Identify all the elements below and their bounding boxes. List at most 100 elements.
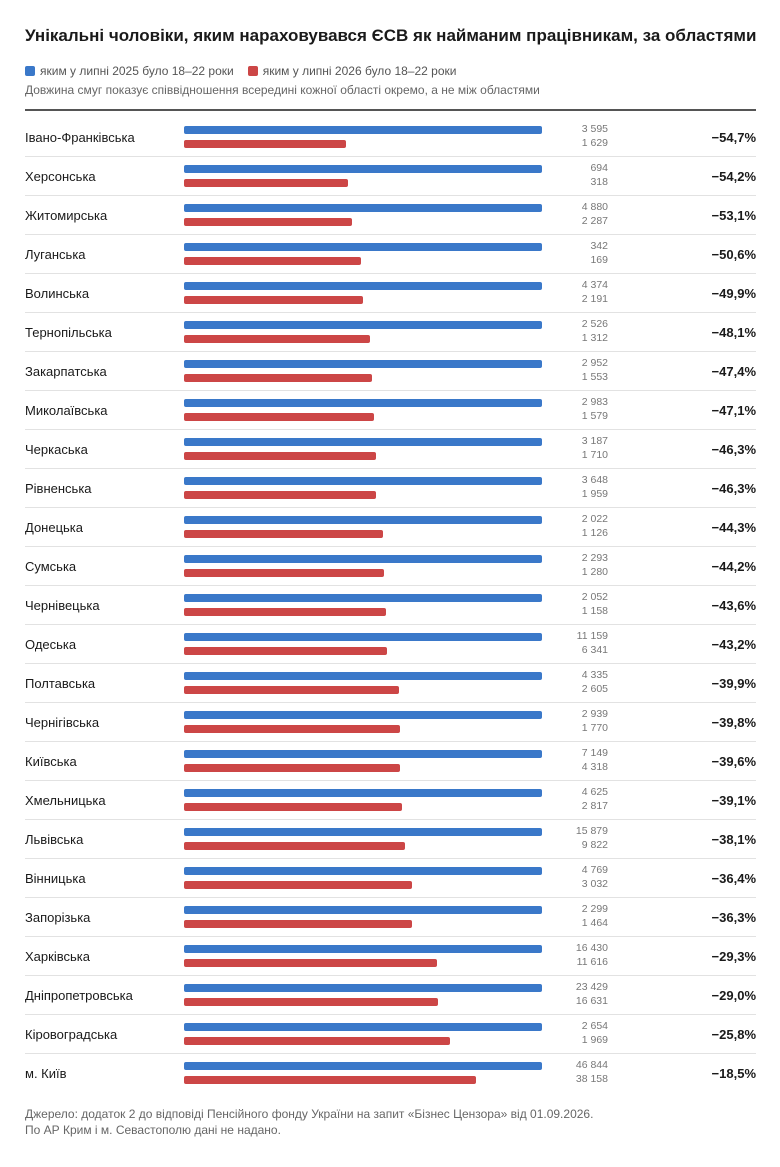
legend-item-2025: яким у липні 2025 було 18–22 роки [25, 64, 234, 78]
change-percent: −50,6% [711, 247, 756, 262]
table-row: Хмельницька 4 625 2 817 −39,1% [25, 781, 756, 820]
value-label-2025: 2 654 [581, 1020, 608, 1032]
change-percent: −29,3% [711, 949, 756, 964]
bar-2026 [184, 374, 373, 382]
table-row: Одеська 11 159 6 341 −43,2% [25, 625, 756, 664]
value-label-2025: 4 625 [581, 786, 608, 798]
region-label: Волинська [25, 286, 90, 301]
value-label-2025: 2 939 [581, 708, 608, 720]
region-label: Житомирська [25, 208, 108, 223]
change-percent: −29,0% [711, 988, 756, 1003]
table-row: Івано-Франківська 3 595 1 629 −54,7% [25, 118, 756, 157]
bar-2026 [184, 140, 347, 148]
value-label-2025: 2 952 [581, 357, 608, 369]
value-label-2026: 1 629 [581, 137, 608, 149]
change-percent: −36,4% [711, 871, 756, 886]
bar-2025 [184, 828, 542, 836]
region-label: Донецька [25, 520, 84, 535]
value-label-2026: 1 158 [581, 605, 608, 617]
bar-2025 [184, 555, 542, 563]
change-percent: −38,1% [711, 832, 756, 847]
value-label-2026: 1 312 [581, 332, 608, 344]
bar-2025 [184, 789, 542, 797]
value-label-2026: 2 287 [581, 215, 608, 227]
legend-swatch-2026 [247, 66, 258, 76]
value-label-2026: 11 616 [576, 956, 608, 968]
table-row: м. Київ 46 844 38 158 −18,5% [25, 1054, 756, 1093]
value-label-2025: 2 022 [581, 513, 608, 525]
table-row: Закарпатська 2 952 1 553 −47,4% [25, 352, 756, 391]
table-row: Донецька 2 022 1 126 −44,3% [25, 508, 756, 547]
value-label-2026: 2 605 [581, 683, 608, 695]
region-label: Вінницька [25, 871, 86, 886]
bar-2025 [184, 945, 542, 953]
bar-2025 [184, 594, 542, 602]
source-line-1: Джерело: додаток 2 до відповіді Пенсійно… [25, 1107, 594, 1121]
bar-2025 [184, 633, 542, 641]
table-row: Вінницька 4 769 3 032 −36,4% [25, 859, 756, 898]
value-label-2025: 2 052 [581, 591, 608, 603]
bar-2025 [184, 984, 542, 992]
bar-2025 [184, 360, 542, 368]
value-label-2026: 169 [590, 254, 608, 266]
value-label-2025: 3 187 [581, 435, 608, 447]
change-percent: −47,1% [711, 403, 756, 418]
table-row: Миколаївська 2 983 1 579 −47,1% [25, 391, 756, 430]
value-label-2025: 2 293 [581, 552, 608, 564]
bar-2025 [184, 750, 542, 758]
legend-item-2026: яким у липні 2026 було 18–22 роки [247, 64, 456, 78]
change-percent: −39,6% [711, 754, 756, 769]
change-percent: −46,3% [711, 481, 756, 496]
region-label: Чернігівська [25, 715, 100, 730]
bar-2025 [184, 165, 542, 173]
bar-2025 [184, 477, 542, 485]
bar-2026 [184, 179, 348, 187]
value-label-2026: 3 032 [581, 878, 608, 890]
value-label-2025: 2 983 [581, 396, 608, 408]
value-label-2026: 1 969 [581, 1034, 608, 1046]
change-percent: −44,3% [711, 520, 756, 535]
table-row: Черкаська 3 187 1 710 −46,3% [25, 430, 756, 469]
region-label: Кіровоградська [25, 1027, 118, 1042]
table-row: Сумська 2 293 1 280 −44,2% [25, 547, 756, 586]
bar-2025 [184, 126, 542, 134]
legend-label-2025: яким у липні 2025 було 18–22 роки [40, 64, 234, 78]
region-label: Івано-Франківська [25, 130, 135, 145]
bar-2025 [184, 204, 542, 212]
bar-2026 [184, 959, 438, 967]
table-row: Житомирська 4 880 2 287 −53,1% [25, 196, 756, 235]
table-row: Волинська 4 374 2 191 −49,9% [25, 274, 756, 313]
bar-2026 [184, 998, 439, 1006]
table-row: Луганська 342 169 −50,6% [25, 235, 756, 274]
bar-2025 [184, 321, 542, 329]
top-divider [25, 109, 756, 111]
value-label-2026: 4 318 [581, 761, 608, 773]
change-percent: −49,9% [711, 286, 756, 301]
chart-rows: Івано-Франківська 3 595 1 629 −54,7% Херсонс… [25, 118, 756, 1093]
value-label-2025: 342 [590, 240, 608, 252]
value-label-2026: 1 770 [581, 722, 608, 734]
table-row: Чернігівська 2 939 1 770 −39,8% [25, 703, 756, 742]
bar-2026 [184, 1037, 450, 1045]
value-label-2025: 15 879 [575, 825, 608, 837]
value-label-2026: 2 817 [581, 800, 608, 812]
value-label-2025: 7 149 [581, 747, 608, 759]
value-label-2025: 4 374 [581, 279, 608, 291]
change-percent: −48,1% [711, 325, 756, 340]
change-percent: −46,3% [711, 442, 756, 457]
bar-2026 [184, 608, 386, 616]
region-label: Одеська [25, 637, 77, 652]
change-percent: −39,1% [711, 793, 756, 808]
value-label-2025: 694 [590, 162, 608, 174]
region-label: Дніпропетровська [25, 988, 133, 1003]
table-row: Львівська 15 879 9 822 −38,1% [25, 820, 756, 859]
value-label-2026: 1 126 [581, 527, 608, 539]
change-percent: −47,4% [711, 364, 756, 379]
table-row: Рівненська 3 648 1 959 −46,3% [25, 469, 756, 508]
bar-2025 [184, 672, 542, 680]
region-label: Сумська [25, 559, 77, 574]
change-percent: −54,2% [711, 169, 756, 184]
bar-2025 [184, 867, 542, 875]
change-percent: −53,1% [711, 208, 756, 223]
bar-2026 [184, 881, 412, 889]
